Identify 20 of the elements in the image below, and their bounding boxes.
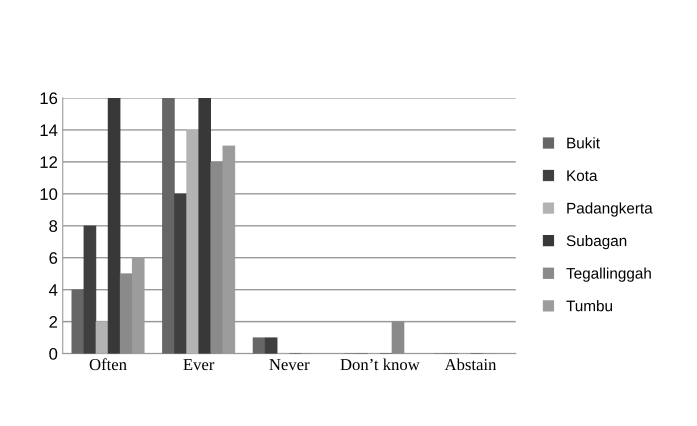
y-tick-label: 10 xyxy=(40,188,58,200)
x-tick-label: Don’t know xyxy=(340,358,420,370)
legend-label: Tegallinggah xyxy=(566,268,651,282)
y-tick-label: 6 xyxy=(49,252,58,264)
x-tick-label: Often xyxy=(90,358,127,370)
x-tick-label: Ever xyxy=(183,359,214,370)
y-tick-label: 2 xyxy=(49,316,58,328)
legend-label: Subagan xyxy=(566,234,626,250)
y-tick-label: 16 xyxy=(40,92,58,104)
y-tick-label: 0 xyxy=(49,348,58,360)
legend-label: Padangkerta xyxy=(567,202,653,217)
y-tick-label: 14 xyxy=(40,124,58,136)
legend-label: Bukit xyxy=(567,137,600,148)
x-tick-label: Abstain xyxy=(444,358,496,370)
legend-label: Kota xyxy=(567,170,598,182)
legend-label: Tumbu xyxy=(566,300,612,312)
y-tick-label: 4 xyxy=(48,284,58,296)
y-tick-label: 12 xyxy=(40,156,58,168)
y-tick-label: 8 xyxy=(49,220,58,232)
x-tick-label: Never xyxy=(269,359,310,370)
